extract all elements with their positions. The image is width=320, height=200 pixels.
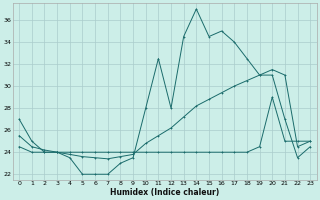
X-axis label: Humidex (Indice chaleur): Humidex (Indice chaleur) bbox=[110, 188, 219, 197]
